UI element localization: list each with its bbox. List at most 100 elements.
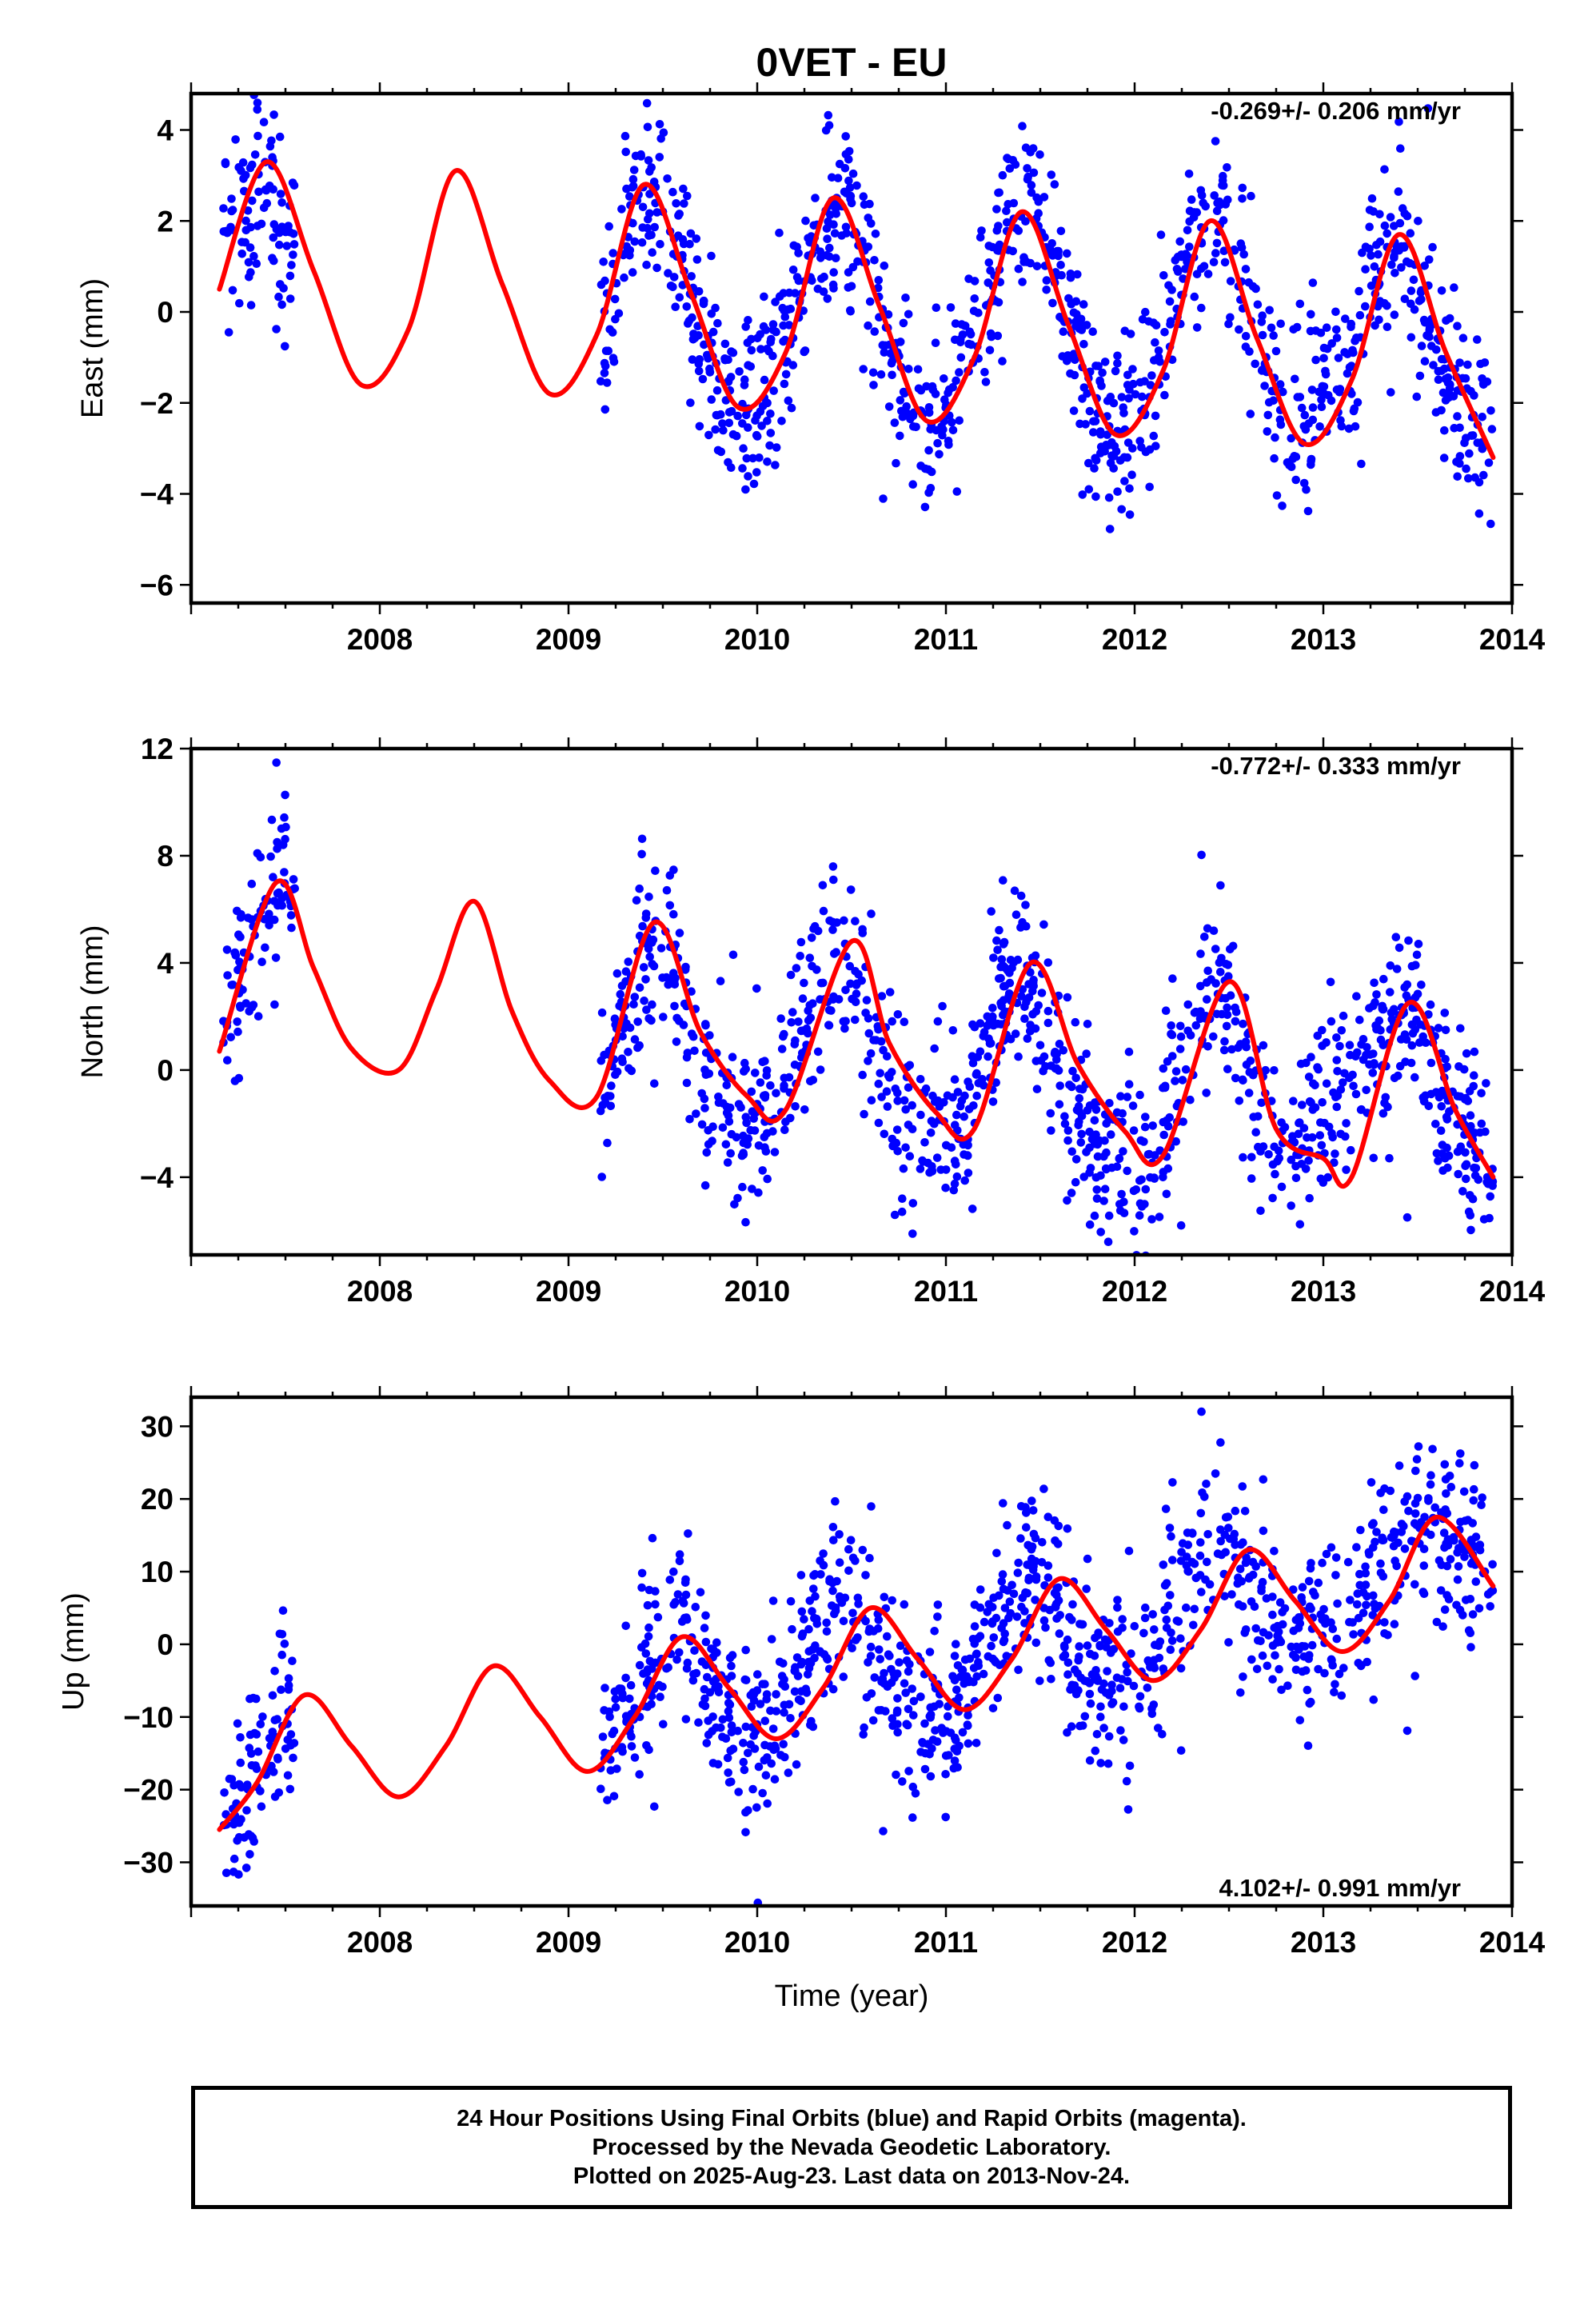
data-point xyxy=(728,1651,737,1660)
data-point xyxy=(816,978,826,988)
data-point xyxy=(241,1864,251,1872)
data-point xyxy=(1303,1133,1311,1142)
data-point xyxy=(1305,1699,1314,1708)
data-point xyxy=(880,262,889,270)
data-point xyxy=(983,1608,992,1616)
data-point xyxy=(1351,1089,1361,1099)
data-point xyxy=(1117,393,1127,401)
data-point xyxy=(231,135,240,144)
data-point xyxy=(1462,1049,1471,1058)
data-point xyxy=(639,963,648,972)
data-point xyxy=(888,370,896,380)
data-point xyxy=(754,1188,763,1197)
data-point xyxy=(1039,1616,1049,1625)
data-point xyxy=(766,409,775,418)
data-point xyxy=(1130,1227,1139,1236)
data-point xyxy=(1171,256,1180,265)
data-point xyxy=(895,1658,904,1667)
data-point xyxy=(1367,194,1377,203)
data-point xyxy=(727,1777,736,1787)
data-point xyxy=(828,173,836,182)
data-points-east xyxy=(219,67,1497,533)
data-point xyxy=(819,1549,828,1558)
data-point xyxy=(833,174,843,182)
data-point xyxy=(711,303,720,313)
data-point xyxy=(827,1006,836,1015)
data-point xyxy=(1289,325,1298,334)
data-point xyxy=(1441,1025,1450,1035)
data-point xyxy=(606,1766,616,1775)
data-point xyxy=(248,196,257,206)
data-point xyxy=(780,1029,788,1039)
data-point xyxy=(1124,393,1133,403)
data-point xyxy=(253,1747,263,1756)
x-tick-label: 2012 xyxy=(1102,623,1167,656)
data-point xyxy=(253,105,262,114)
data-point xyxy=(870,1673,880,1682)
data-point xyxy=(1347,319,1356,329)
data-point xyxy=(1365,222,1374,232)
data-point xyxy=(1085,1127,1094,1137)
data-point xyxy=(641,1649,651,1658)
data-point xyxy=(1464,1207,1474,1216)
data-point xyxy=(1264,1150,1273,1159)
data-point xyxy=(760,375,769,385)
data-point xyxy=(1092,1194,1102,1203)
data-point xyxy=(853,257,862,266)
data-point xyxy=(1031,1533,1040,1543)
data-point xyxy=(908,1101,916,1110)
data-point xyxy=(671,973,680,983)
data-point xyxy=(1345,1617,1354,1627)
data-point xyxy=(864,321,872,330)
data-point xyxy=(1486,519,1495,529)
data-point xyxy=(1176,1220,1186,1230)
data-point xyxy=(1420,262,1429,270)
data-point xyxy=(1223,1065,1232,1073)
data-point xyxy=(268,1691,277,1700)
data-point xyxy=(1174,267,1183,276)
data-point xyxy=(900,1096,909,1105)
data-point xyxy=(272,758,281,767)
data-point xyxy=(1298,1583,1307,1592)
caption-line-2: Processed by the Nevada Geodetic Laborat… xyxy=(592,2135,1111,2160)
data-point xyxy=(904,1704,913,1714)
data-point xyxy=(1123,1166,1131,1176)
data-point xyxy=(1239,1019,1247,1029)
data-point xyxy=(1419,1589,1429,1598)
data-point xyxy=(692,234,701,243)
data-point xyxy=(656,1692,664,1701)
data-point xyxy=(288,1656,297,1665)
data-points-up xyxy=(219,1407,1498,1906)
data-point xyxy=(1271,1169,1279,1179)
data-point xyxy=(1003,218,1011,227)
data-point xyxy=(1205,1580,1215,1589)
data-point xyxy=(690,1646,699,1655)
y-tick-label: 4 xyxy=(157,947,174,980)
data-point xyxy=(1076,1138,1086,1147)
data-point xyxy=(1412,950,1422,960)
data-point xyxy=(1335,1669,1344,1679)
data-point xyxy=(960,1176,969,1185)
data-point xyxy=(1151,338,1159,347)
data-point xyxy=(987,907,996,916)
data-point xyxy=(1356,1105,1366,1114)
data-point xyxy=(952,376,960,386)
data-point xyxy=(1197,1588,1206,1596)
data-point xyxy=(1083,389,1091,398)
data-point xyxy=(1431,1088,1441,1097)
data-point xyxy=(1437,354,1446,364)
data-point xyxy=(289,230,298,238)
data-point xyxy=(1100,1635,1110,1644)
data-point xyxy=(936,1165,945,1174)
data-point xyxy=(1267,323,1276,333)
data-point xyxy=(1017,992,1026,1001)
data-point xyxy=(1216,1536,1225,1546)
data-point xyxy=(1117,505,1126,514)
data-point xyxy=(618,1693,628,1703)
data-point xyxy=(1356,1661,1366,1671)
x-tick-label: 2010 xyxy=(724,623,790,656)
data-point xyxy=(1068,1600,1077,1609)
data-point xyxy=(648,67,657,76)
data-point xyxy=(1139,1628,1148,1638)
data-point xyxy=(735,367,744,376)
